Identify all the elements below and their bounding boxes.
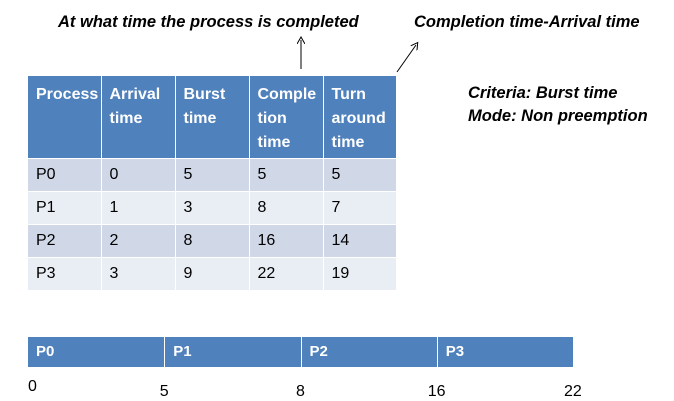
cell-process: P1 (28, 190, 102, 224)
turnaround-arrow (396, 45, 416, 73)
criteria-label: Criteria: Burst time (468, 84, 618, 102)
cell-completion: 8 (249, 190, 324, 224)
gantt-tick-label: 22 (564, 383, 582, 400)
header-completion-time: Comple tion time (249, 76, 324, 158)
cell-completion: 5 (249, 157, 324, 191)
gantt-tick-label: 8 (296, 383, 305, 400)
table-row: P2 2 8 16 14 (28, 223, 396, 257)
table-row: P1 1 3 8 7 (28, 190, 396, 224)
cell-burst: 5 (175, 157, 250, 191)
cell-arrival: 3 (101, 256, 176, 290)
mode-label: Mode: Non preemption (468, 107, 648, 125)
process-table: Process Arrival time Burst time Comple t… (28, 76, 396, 290)
cell-completion: 22 (249, 256, 324, 290)
gantt-segment-p0: P0 (36, 343, 55, 360)
header-turnaround-time: Turn around time (323, 76, 396, 158)
gantt-segment-p1: P1 (164, 337, 300, 367)
cell-process: P2 (28, 223, 102, 257)
cell-arrival: 2 (101, 223, 176, 257)
cell-turnaround: 19 (323, 256, 396, 290)
cell-burst: 3 (175, 190, 250, 224)
cell-turnaround: 14 (323, 223, 396, 257)
gantt-segment-p2: P2 (300, 337, 437, 367)
gantt-chart: P0 P1 P2 P3 (28, 337, 573, 367)
cell-completion: 16 (249, 223, 324, 257)
table-row: P3 3 9 22 19 (28, 256, 396, 290)
cell-arrival: 1 (101, 190, 176, 224)
header-process: Process (28, 76, 102, 158)
cell-process: P0 (28, 157, 102, 191)
scheduling-info: Criteria: Burst time Mode: Non preemptio… (468, 82, 648, 128)
cell-turnaround: 7 (323, 190, 396, 224)
cell-burst: 9 (175, 256, 250, 290)
header-arrival-time: Arrival time (101, 76, 176, 158)
cell-turnaround: 5 (323, 157, 396, 191)
gantt-tick-label: 5 (159, 383, 169, 400)
gantt-segment-p3: P3 (436, 337, 573, 367)
cell-burst: 8 (175, 223, 250, 257)
table-header-row: Process Arrival time Burst time Comple t… (28, 76, 396, 158)
gantt-tick-label: 0 (28, 378, 37, 395)
cell-arrival: 0 (101, 157, 176, 191)
table-row: P0 0 5 5 5 (28, 157, 396, 191)
gantt-tick-label: 16 (427, 383, 446, 400)
completion-time-note: At what time the process is completed (58, 13, 359, 31)
cell-process: P3 (28, 256, 102, 290)
header-burst-time: Burst time (175, 76, 250, 158)
turnaround-time-note: Completion time-Arrival time (414, 13, 640, 31)
